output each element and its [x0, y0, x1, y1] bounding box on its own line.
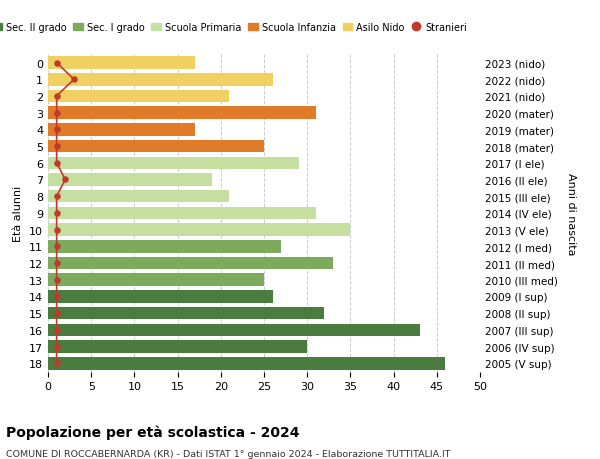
Legend: Sec. II grado, Sec. I grado, Scuola Primaria, Scuola Infanzia, Asilo Nido, Stran: Sec. II grado, Sec. I grado, Scuola Prim…: [0, 19, 470, 37]
Point: [52, 360, 61, 367]
Bar: [48, 241, 281, 253]
Bar: [48, 224, 350, 236]
Y-axis label: Anni di nascita: Anni di nascita: [566, 172, 576, 255]
Point: [52, 193, 61, 201]
Point: [52, 210, 61, 217]
Bar: [48, 291, 272, 303]
Bar: [48, 207, 316, 220]
Bar: [48, 341, 307, 353]
Y-axis label: Età alunni: Età alunni: [13, 185, 23, 241]
Point: [52, 110, 61, 117]
Point: [52, 243, 61, 251]
Bar: [48, 157, 299, 170]
Point: [52, 293, 61, 301]
Point: [52, 260, 61, 267]
Point: [52, 126, 61, 134]
Bar: [48, 90, 229, 103]
Point: [52, 310, 61, 317]
Point: [69, 76, 79, 84]
Point: [52, 226, 61, 234]
Bar: [48, 257, 333, 270]
Bar: [48, 124, 195, 136]
Point: [61, 176, 70, 184]
Point: [52, 276, 61, 284]
Point: [52, 60, 61, 67]
Bar: [48, 140, 264, 153]
Bar: [48, 190, 229, 203]
Bar: [48, 107, 316, 120]
Point: [52, 143, 61, 151]
Bar: [48, 274, 264, 286]
Bar: [48, 324, 419, 336]
Bar: [48, 357, 445, 369]
Point: [52, 343, 61, 351]
Bar: [48, 307, 325, 320]
Point: [52, 160, 61, 167]
Bar: [48, 74, 272, 86]
Bar: [48, 174, 212, 186]
Bar: [48, 57, 195, 70]
Point: [52, 326, 61, 334]
Text: COMUNE DI ROCCABERNARDA (KR) - Dati ISTAT 1° gennaio 2024 - Elaborazione TUTTITA: COMUNE DI ROCCABERNARDA (KR) - Dati ISTA…: [6, 449, 451, 458]
Point: [52, 93, 61, 101]
Text: Popolazione per età scolastica - 2024: Popolazione per età scolastica - 2024: [6, 425, 299, 439]
